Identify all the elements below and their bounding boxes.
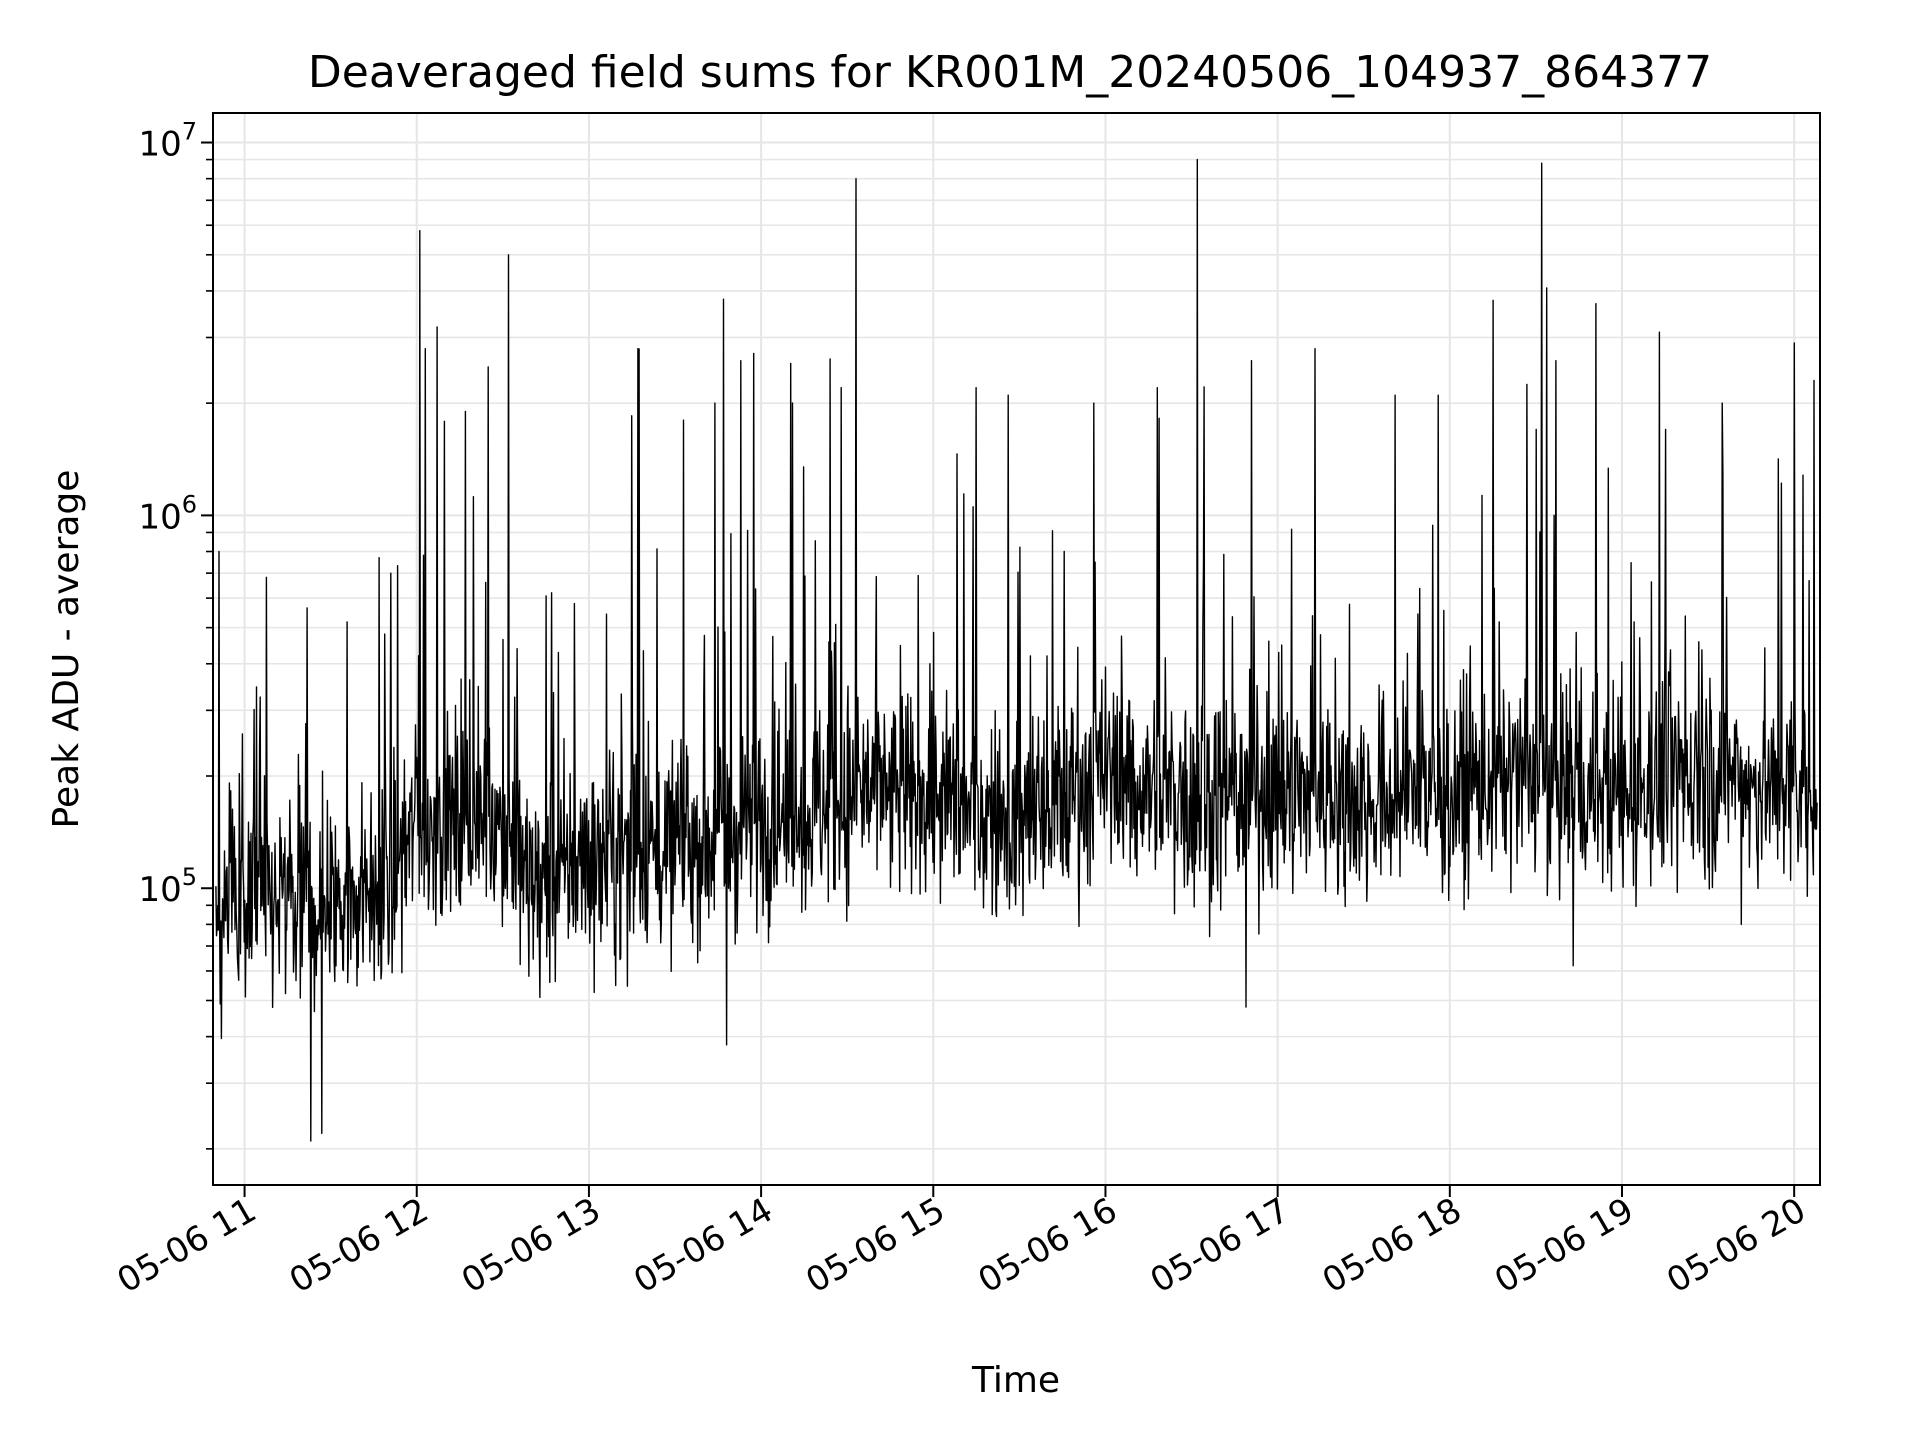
y-axis: 105 106 107 xyxy=(138,118,213,1150)
x-tick-label: 05-06 18 xyxy=(1316,1190,1468,1301)
y-tick-label: 106 xyxy=(138,490,197,537)
x-tick-label: 05-06 17 xyxy=(1144,1190,1296,1301)
x-axis-label: Time xyxy=(971,1360,1060,1401)
x-tick-label: 05-06 14 xyxy=(627,1190,779,1301)
y-tick-label: 105 xyxy=(138,863,197,910)
x-tick-label: 05-06 15 xyxy=(799,1190,951,1301)
x-tick-label: 05-06 13 xyxy=(455,1190,607,1301)
y-axis-label: Peak ADU - average xyxy=(46,470,87,829)
chart-title: Deaveraged field sums for KR001M_2024050… xyxy=(308,47,1712,98)
grid-lines xyxy=(213,113,1820,1185)
x-tick-label: 05-06 12 xyxy=(283,1190,435,1301)
plot-frame xyxy=(212,112,1821,1186)
x-tick-label: 05-06 11 xyxy=(111,1190,263,1301)
x-tick-label: 05-06 20 xyxy=(1660,1190,1812,1301)
x-axis: 05-06 11 05-06 12 05-06 13 05-06 14 05-06 15… xyxy=(111,1185,1813,1301)
y-tick-label: 107 xyxy=(138,118,197,165)
series-line xyxy=(215,158,1818,1142)
x-tick-label: 05-06 19 xyxy=(1488,1190,1640,1301)
x-tick-label: 05-06 16 xyxy=(972,1190,1124,1301)
